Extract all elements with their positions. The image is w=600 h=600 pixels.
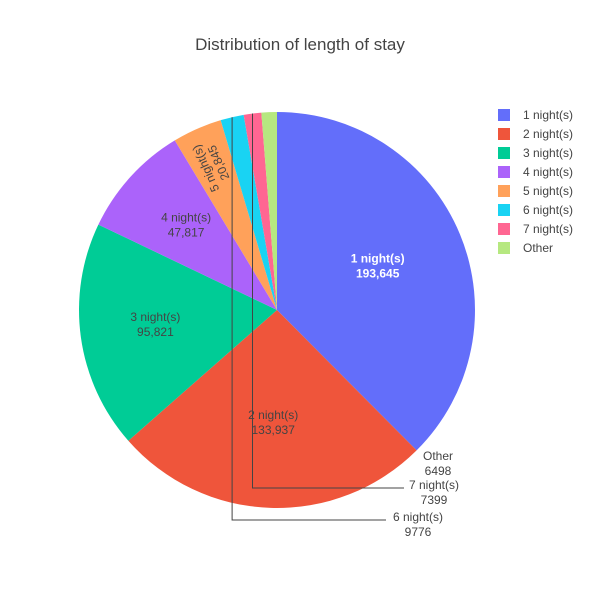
- legend-swatch: [498, 109, 510, 121]
- legend-swatch: [498, 147, 510, 159]
- legend-item-other[interactable]: Other: [498, 241, 553, 255]
- leader-line-7-night-s: [252, 113, 404, 489]
- legend-label: Other: [523, 241, 553, 255]
- legend-label: 3 night(s): [523, 146, 573, 160]
- pie-slice-6-night-s: [220, 114, 277, 310]
- slice-label-2-night-s: 2 night(s) 133,937: [248, 408, 298, 437]
- legend-label: 7 night(s): [523, 222, 573, 236]
- legend-swatch: [498, 204, 510, 216]
- legend-label: 2 night(s): [523, 127, 573, 141]
- slice-label-6-night-s: 6 night(s) 9776: [393, 510, 443, 539]
- legend: 1 night(s) 2 night(s) 3 night(s) 4 night(s)…: [498, 108, 573, 255]
- pie-slice-7-night-s: [243, 112, 277, 311]
- legend-item-2-night-s[interactable]: 2 night(s): [498, 127, 573, 141]
- legend-label: 6 night(s): [523, 203, 573, 217]
- legend-swatch: [498, 242, 510, 254]
- legend-item-5-night-s[interactable]: 5 night(s): [498, 184, 573, 198]
- legend-swatch: [498, 185, 510, 197]
- chart-title: Distribution of length of stay: [195, 35, 405, 54]
- legend-item-1-night-s[interactable]: 1 night(s): [498, 108, 573, 122]
- slice-label-1-night-s: 1 night(s) 193,645: [351, 252, 405, 281]
- pie-slice-2-night-s: [128, 310, 417, 508]
- legend-label: 4 night(s): [523, 165, 573, 179]
- legend-swatch: [498, 166, 510, 178]
- legend-label: 1 night(s): [523, 108, 573, 122]
- pie-slices: [79, 112, 475, 508]
- slice-label-4-night-s: 4 night(s) 47,817: [161, 211, 211, 240]
- slice-label-7-night-s: 7 night(s) 7399: [409, 478, 459, 507]
- legend-item-3-night-s[interactable]: 3 night(s): [498, 146, 573, 160]
- legend-label: 5 night(s): [523, 184, 573, 198]
- legend-item-4-night-s[interactable]: 4 night(s): [498, 165, 573, 179]
- legend-item-6-night-s[interactable]: 6 night(s): [498, 203, 573, 217]
- legend-swatch: [498, 128, 510, 140]
- pie-slice-5-night-s: [174, 120, 277, 311]
- legend-swatch: [498, 223, 510, 235]
- pie-slice-3-night-s: [79, 224, 277, 441]
- leader-line-6-night-s: [231, 117, 386, 521]
- legend-item-7-night-s[interactable]: 7 night(s): [498, 222, 573, 236]
- pie-slice-1-night-s: [277, 112, 475, 451]
- pie-slice-other: [261, 112, 277, 310]
- slice-label-3-night-s: 3 night(s) 95,821: [130, 310, 180, 339]
- slice-label-other: Other 6498: [423, 449, 453, 478]
